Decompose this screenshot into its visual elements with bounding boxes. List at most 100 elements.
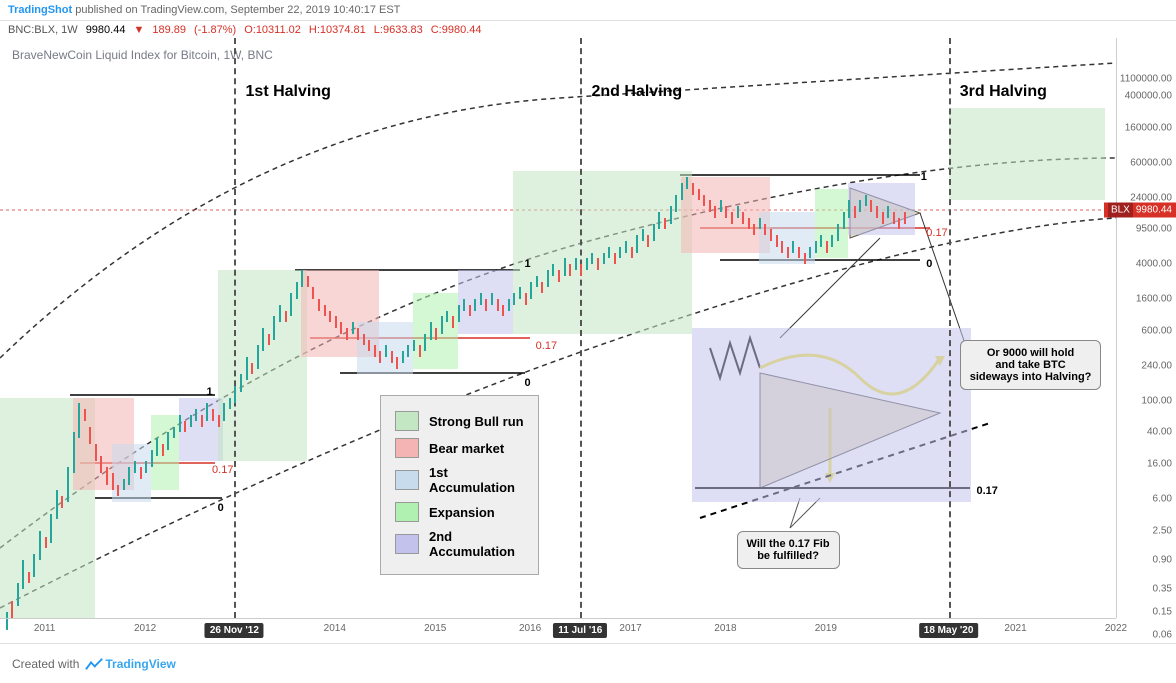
ohlc-bar: BNC:BLX, 1W 9980.44 ▼ 189.89 (-1.87%) O:… [0,21,1176,39]
y-tick: 24000.00 [1130,192,1172,203]
candle [240,374,242,391]
fib-label: 0.17 [977,485,998,497]
candle [725,206,727,218]
phase-zone [218,270,307,461]
candle [402,351,404,363]
candle [575,258,577,270]
y-tick: 40.00 [1147,427,1172,438]
y-tick: 9500.00 [1136,224,1172,235]
candle [446,311,448,323]
candle [257,345,259,368]
legend-swatch [395,470,419,490]
footer: Created with TradingView [0,643,1176,683]
candle [597,258,599,270]
candle [179,415,181,432]
x-tick: 18 May '20 [919,623,979,638]
candle [452,316,454,328]
legend: Strong Bull runBear market1st Accumulati… [380,395,539,575]
candle [435,328,437,340]
y-tick: 400000.00 [1125,91,1172,102]
x-tick: 2018 [714,623,736,634]
author-link[interactable]: TradingShot [8,4,72,16]
chart-area[interactable]: 1st Halving2nd Halving3rd Halving10.1701… [0,38,1116,618]
candle [234,386,236,403]
candle [407,345,409,357]
legend-label: 2nd Accumulation [429,529,515,559]
candle [508,299,510,311]
candle [603,253,605,265]
x-tick: 2016 [519,623,541,634]
candle [56,490,58,519]
tradingview-logo[interactable]: TradingView [85,657,175,671]
candle [826,241,828,253]
legend-row: Expansion [395,502,524,522]
candle [167,432,169,449]
candle [190,415,192,427]
candle [642,229,644,241]
candle [368,340,370,352]
x-tick: 2019 [815,623,837,634]
candle [95,444,97,461]
candle [379,351,381,363]
candle [458,305,460,322]
candle [513,293,515,305]
candle [753,224,755,236]
candle [162,444,164,456]
legend-swatch [395,502,419,522]
candle [352,322,354,334]
phase-zone [848,183,915,235]
legend-row: Bear market [395,438,524,458]
candle [430,322,432,339]
candle [474,299,476,311]
candle [45,537,47,549]
candle [647,235,649,247]
halving-line [234,38,236,618]
x-tick: 11 Jul '16 [553,623,607,638]
y-tick: 0.90 [1153,555,1172,566]
candle [480,293,482,305]
candle [296,282,298,299]
fib-label: 0.17 [212,464,233,476]
candle [764,224,766,236]
candle [837,224,839,241]
candle [709,200,711,212]
candle [887,206,889,218]
candle [631,247,633,259]
candle [17,583,19,606]
halving-label: 1st Halving [246,83,331,101]
candle [653,224,655,241]
fib-label: 1 [206,386,212,398]
candle [100,456,102,473]
candle [357,328,359,340]
candle [898,218,900,230]
candle [279,305,281,322]
candle [73,432,75,473]
candle [552,264,554,276]
x-tick: 2017 [619,623,641,634]
candle [324,305,326,317]
candle [619,247,621,259]
candle [848,200,850,217]
legend-row: 2nd Accumulation [395,529,524,559]
candle [865,195,867,207]
candle [536,276,538,288]
candle [385,345,387,357]
callout: Or 9000 will hold and take BTC sideways … [960,340,1102,390]
candle [608,247,610,259]
candle [731,212,733,224]
candle [335,316,337,328]
candle [776,235,778,247]
candle [117,485,119,497]
tradingview-icon [85,658,103,670]
fib-label: 0.17 [536,340,557,352]
candle [519,287,521,299]
candle [463,299,465,311]
candle [419,345,421,357]
candle [870,200,872,212]
y-tick: 60000.00 [1130,157,1172,168]
y-tick: 2.50 [1153,526,1172,537]
y-tick: 160000.00 [1125,122,1172,133]
candle [530,282,532,299]
candle [424,334,426,351]
candle [145,461,147,473]
